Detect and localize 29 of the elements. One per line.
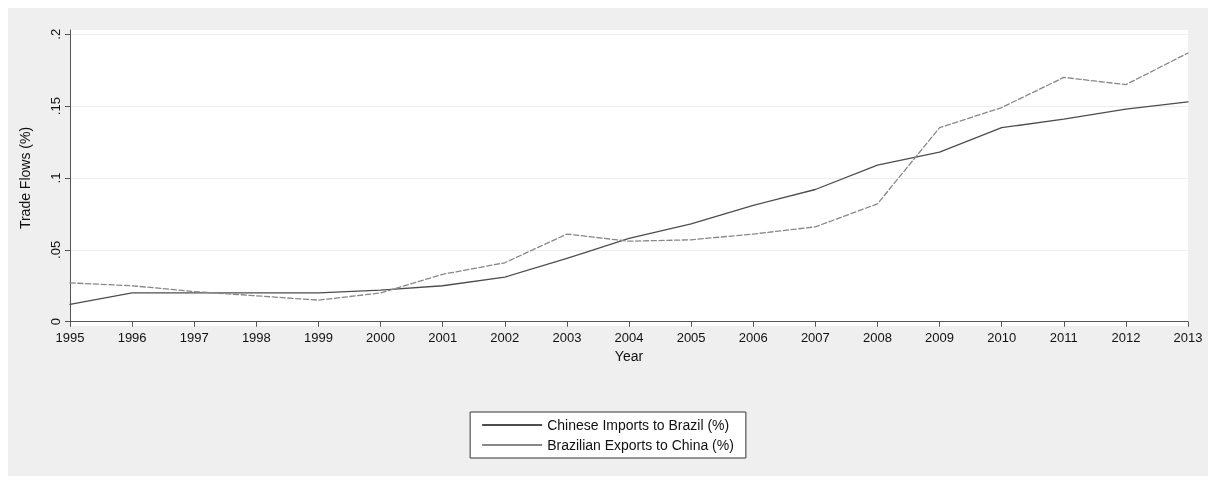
x-tick-label: 2002 xyxy=(490,330,520,345)
x-tick-label: 2011 xyxy=(1049,330,1078,345)
x-tick-label: 2004 xyxy=(614,330,644,345)
legend-label: Brazilian Exports to China (%) xyxy=(547,437,734,453)
x-tick-label: 1996 xyxy=(117,330,147,345)
x-tick-label: 2013 xyxy=(1173,330,1203,345)
x-tick-label: 2006 xyxy=(738,330,768,345)
x-tick-label: 1995 xyxy=(55,330,85,345)
x-tick-label: 1997 xyxy=(179,330,209,345)
y-tick-label: .2 xyxy=(48,28,63,40)
x-tick-label: 2007 xyxy=(800,330,830,345)
x-tick-label: 2001 xyxy=(428,330,458,345)
x-tick-label: 2009 xyxy=(925,330,955,345)
x-tick-label: 2010 xyxy=(987,330,1017,345)
y-tick-label: .1 xyxy=(48,172,63,184)
x-tick-label: 1999 xyxy=(303,330,333,345)
line-series xyxy=(69,52,1189,301)
y-tick-label: .05 xyxy=(48,240,63,259)
x-tick-label: 2000 xyxy=(366,330,396,345)
x-tick-label: 2012 xyxy=(1111,330,1141,345)
x-axis-title: Year xyxy=(614,347,644,364)
y-tick-label: 0 xyxy=(48,318,63,326)
x-tick-label: 2005 xyxy=(676,330,706,345)
legend-label: Chinese Imports to Brazil (%) xyxy=(547,417,730,433)
y-axis-title: Trade Flows (%) xyxy=(17,126,33,230)
y-tick-label: .15 xyxy=(48,97,63,116)
x-tick-label: 2003 xyxy=(552,330,582,345)
x-tick-label: 1998 xyxy=(241,330,271,345)
x-tick-label: 2008 xyxy=(862,330,892,345)
